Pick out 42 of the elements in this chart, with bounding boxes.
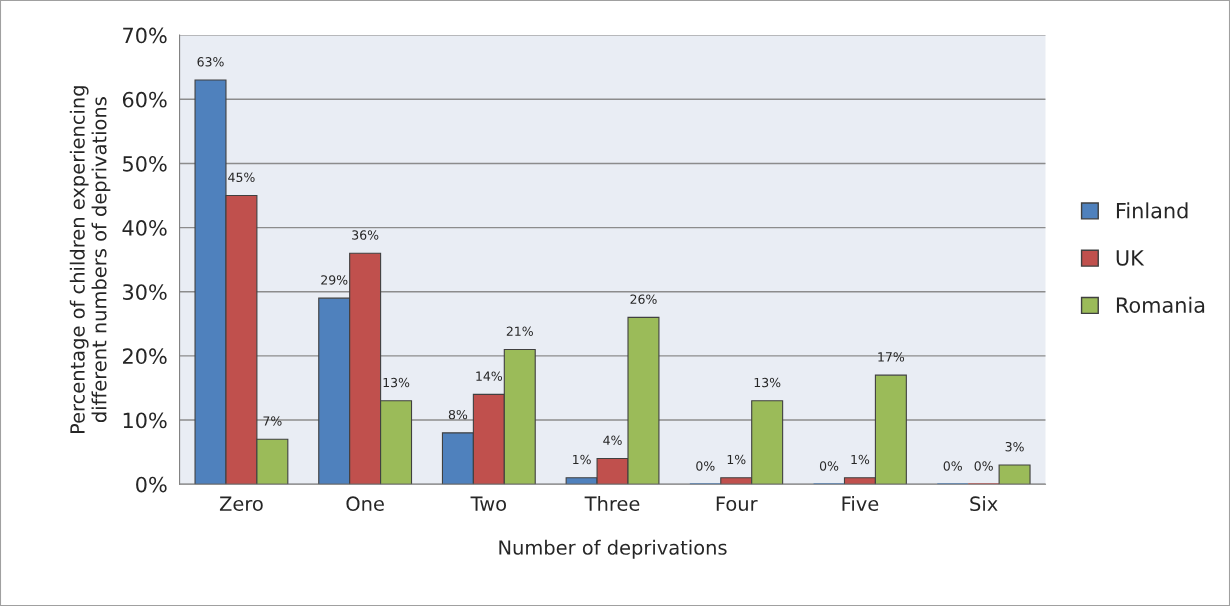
x-tick-label: One (346, 496, 384, 512)
data-label: 0% (974, 461, 993, 471)
data-label: 63% (197, 57, 224, 67)
data-label: 29% (321, 275, 348, 285)
data-label: 0% (819, 461, 839, 471)
x-axis-title: Number of deprivations (499, 539, 727, 559)
data-label: 13% (383, 377, 410, 388)
bar (998, 464, 1031, 485)
y-tick-label: 20% (123, 348, 167, 365)
x-tick-label: Four (716, 496, 758, 512)
data-label: 14% (476, 371, 503, 381)
data-label: 0% (696, 461, 715, 471)
y-tick-label: 10% (123, 412, 167, 429)
data-label: 7% (263, 416, 282, 426)
data-label: 4% (603, 435, 622, 445)
data-label: 26% (630, 294, 657, 304)
data-label: 1% (851, 454, 870, 465)
x-tick-label: Five (842, 496, 879, 512)
data-label: 1% (727, 454, 746, 465)
x-tick-label: Two (470, 496, 507, 512)
data-label: 21% (506, 326, 533, 336)
x-tick-label: Six (970, 496, 998, 512)
y-tick-label: 30% (123, 284, 167, 300)
data-label: 3% (1005, 441, 1024, 452)
data-label: 17% (878, 352, 905, 362)
legend-label: Romania (1116, 296, 1205, 313)
y-tick-label: 0% (136, 476, 167, 493)
data-label: 0% (943, 461, 962, 471)
data-label: 45% (228, 172, 255, 182)
y-tick-label: 50% (123, 155, 167, 172)
legend-label: UK (1116, 250, 1145, 266)
x-tick-label: Three (584, 496, 640, 512)
data-label: 1% (573, 454, 591, 465)
y-tick-label: 70% (123, 27, 167, 44)
data-label: 8% (448, 409, 468, 420)
y-axis-title: Percentage of children experiencing different numbers of deprivations (69, 86, 111, 434)
legend-label: Finland (1116, 202, 1188, 219)
y-tick-label: 40% (122, 220, 167, 236)
x-tick-label: Zero (219, 496, 263, 512)
y-tick-label: 60% (122, 91, 167, 108)
data-label: 36% (352, 230, 379, 240)
data-label: 13% (754, 377, 781, 388)
